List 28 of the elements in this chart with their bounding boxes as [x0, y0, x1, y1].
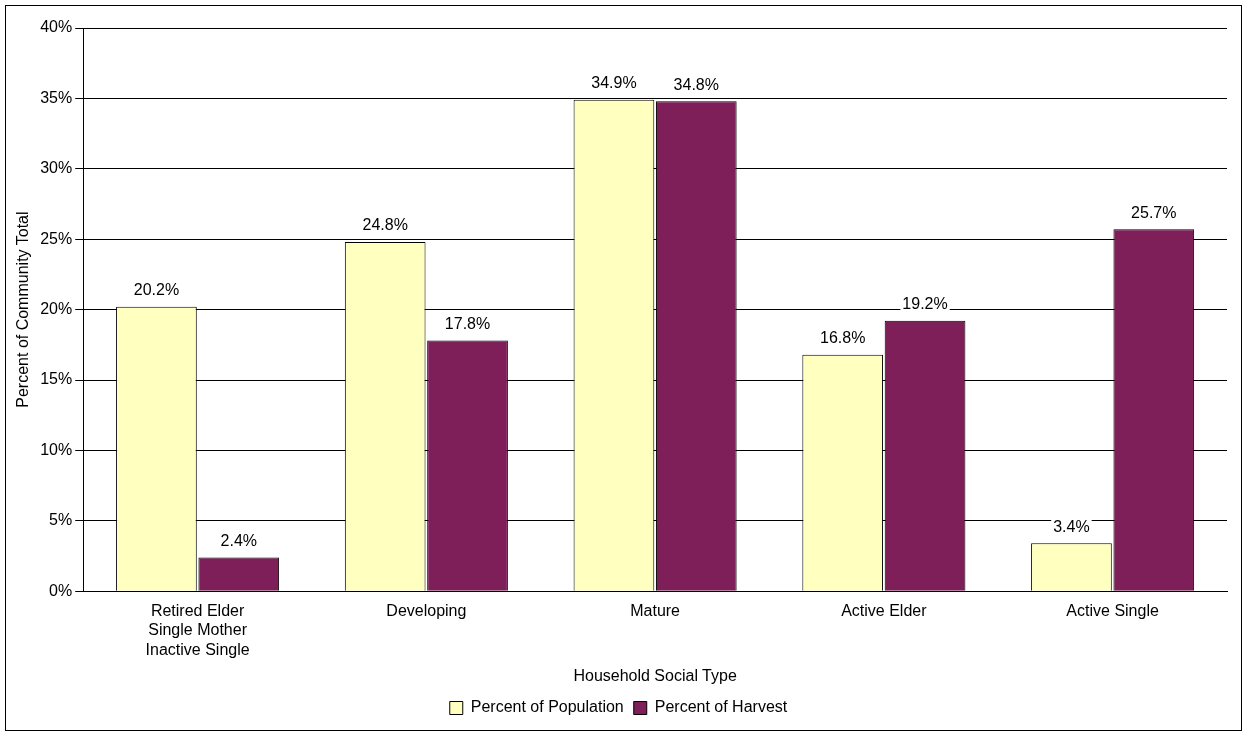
y-tick-label: 5% — [49, 511, 73, 529]
x-tick-label: Developing — [386, 602, 467, 620]
text: 3.4% — [1053, 517, 1090, 535]
x-tick-label: Active Single — [1066, 602, 1159, 620]
x-axis-title: Household Social Type — [573, 666, 737, 684]
y-tick-label: 40% — [40, 18, 73, 36]
y-tick-label: 20% — [40, 300, 73, 318]
text: 17.8% — [444, 314, 491, 332]
text: 24.8% — [362, 216, 408, 234]
text: 34.9% — [591, 74, 637, 92]
y-tick-label: 10% — [40, 440, 73, 458]
y-tick-label: 0% — [49, 581, 73, 599]
x-tick-label: Active Elder — [841, 602, 928, 620]
y-axis-title: Percent of Community Total — [14, 211, 32, 408]
y-tick-label: 25% — [40, 229, 73, 247]
y-tick-label: 15% — [40, 370, 73, 388]
legend-label: Percent of Population — [470, 698, 624, 716]
x-tick-label: Retired Elder Single Mother Inactive Single — [145, 602, 250, 658]
text: 19.2% — [902, 295, 948, 313]
legend-label: Percent of Harvest — [654, 698, 788, 716]
text: 20.2% — [133, 281, 180, 299]
text: 2.4% — [220, 531, 258, 549]
text: 16.8% — [820, 329, 866, 347]
y-tick-label: 30% — [40, 159, 73, 177]
text: 25.7% — [1131, 203, 1177, 221]
x-tick-label: Mature — [630, 602, 681, 620]
y-tick-label: 35% — [40, 88, 73, 106]
text: 34.8% — [673, 75, 719, 93]
